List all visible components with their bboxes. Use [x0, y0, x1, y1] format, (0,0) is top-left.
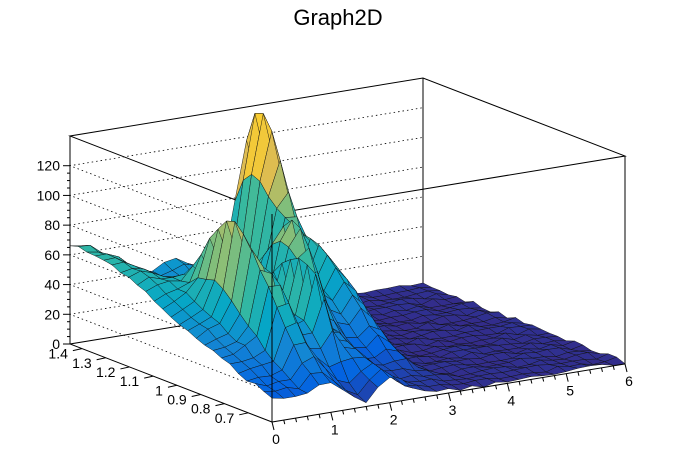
x-minor-tick [518, 381, 521, 386]
y-tick [72, 348, 82, 352]
x-minor-tick [612, 365, 615, 371]
z-tick-label: 40 [44, 277, 60, 293]
y-tick-label: 1.1 [120, 373, 140, 389]
x-minor-tick [424, 396, 427, 401]
x-minor-tick [530, 379, 533, 384]
x-tick [271, 421, 275, 431]
x-minor-tick [471, 389, 474, 394]
x-minor-tick [436, 394, 439, 400]
z-tick-label: 80 [44, 217, 60, 233]
x-minor-tick [318, 414, 321, 419]
x-minor-tick [353, 408, 356, 413]
z-tick-label: 20 [44, 306, 60, 322]
y-tick [191, 393, 201, 397]
x-minor-tick [283, 419, 286, 425]
x-minor-tick [483, 387, 486, 392]
x-tick [448, 392, 451, 402]
y-tick [167, 384, 178, 388]
surface-mesh [69, 113, 626, 403]
x-minor-tick [295, 418, 298, 423]
x-tick-label: 2 [390, 412, 398, 428]
x-minor-tick [495, 385, 498, 390]
y-tick-label: 1.3 [72, 355, 92, 371]
x-minor-tick [365, 406, 368, 411]
x-tick [565, 373, 569, 382]
x-minor-tick [589, 369, 592, 374]
x-minor-tick [400, 400, 403, 405]
y-tick [215, 403, 225, 407]
x-tick [506, 383, 510, 392]
z-tick-label: 0 [52, 336, 60, 352]
y-tick [144, 375, 154, 379]
z-tick-label: 100 [37, 187, 61, 203]
x-minor-tick [577, 371, 580, 376]
y-tick-label: 0.7 [215, 410, 235, 426]
top-frame [68, 77, 627, 215]
x-tick-label: 1 [331, 421, 339, 437]
z-tick-label: 120 [37, 158, 61, 174]
y-tick-label: 1 [155, 382, 163, 398]
x-minor-tick [377, 404, 380, 409]
x-tick-label: 4 [507, 392, 515, 408]
chart-title: Graph2D [293, 5, 382, 30]
y-tick-label: 0.9 [167, 391, 187, 407]
x-minor-tick [542, 377, 545, 382]
x-minor-tick [306, 416, 309, 421]
x-tick [624, 363, 628, 373]
x-tick [389, 402, 393, 411]
x-minor-tick [600, 367, 603, 372]
x-tick [330, 412, 334, 421]
z-tick-label: 60 [44, 247, 60, 263]
y-tick-label: 1.4 [48, 346, 68, 362]
x-tick-label: 6 [625, 373, 633, 389]
x-minor-tick [342, 410, 345, 415]
x-minor-tick [412, 398, 415, 403]
x-tick-label: 5 [566, 383, 574, 399]
y-tick-label: 1.2 [96, 364, 116, 380]
x-minor-tick [459, 390, 462, 396]
y-tick [120, 366, 130, 370]
x-tick-label: 3 [449, 402, 457, 418]
y-tick [96, 357, 106, 361]
axes: 01234560.70.80.911.11.21.31.402040608010… [37, 158, 633, 447]
y-tick-label: 0.8 [191, 401, 211, 417]
y-tick [239, 412, 249, 416]
x-tick-label: 0 [272, 431, 280, 447]
x-minor-tick [553, 375, 556, 380]
